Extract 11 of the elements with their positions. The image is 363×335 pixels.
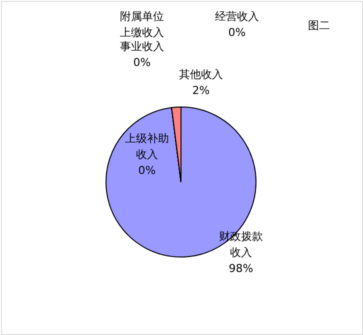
data-label: 2% [192, 84, 210, 97]
text: 0% [138, 164, 156, 177]
category-label: 经营收入 [215, 10, 259, 23]
text: 0% [133, 56, 151, 69]
category-label: 上级补助收入 [125, 132, 169, 161]
text: 0% [228, 26, 246, 39]
data-label: 98% [228, 262, 254, 275]
text: 图二 [308, 19, 330, 32]
category-label: 附属单位上缴收入 [120, 10, 164, 39]
slice-label: 其他收入 [179, 68, 223, 81]
category-label: 事业收入 [120, 40, 164, 53]
